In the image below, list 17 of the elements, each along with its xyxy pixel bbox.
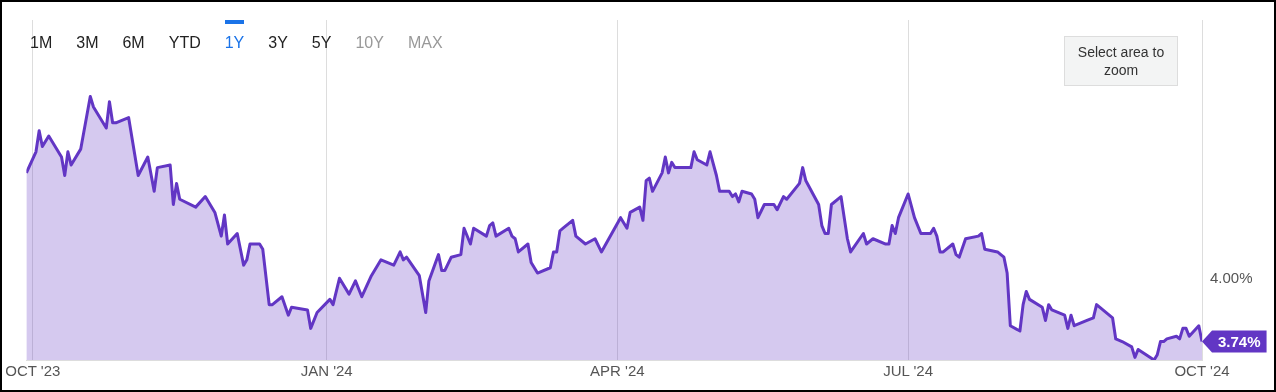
x-tick-label: JUL '24 [883, 362, 934, 380]
text: 4.00% [1210, 268, 1253, 286]
text: 1M [30, 34, 53, 52]
text: Select area to zoom [1064, 36, 1178, 86]
x-tick-label: APR '24 [590, 362, 645, 380]
text: 3Y [268, 34, 288, 52]
x-tick-label: OCT '23 [5, 362, 61, 380]
x-tick-label: JAN '24 [300, 362, 353, 380]
text: 1Y [224, 34, 245, 52]
text: 5Y [311, 34, 332, 52]
text: 6M [122, 34, 145, 52]
text: MAX [407, 34, 443, 52]
x-tick-label: OCT '24 [1174, 362, 1230, 380]
annotation: 3.74% [1218, 332, 1261, 350]
text: YTD [168, 34, 201, 52]
text: 3M [76, 34, 99, 52]
text: 10Y [355, 34, 384, 52]
